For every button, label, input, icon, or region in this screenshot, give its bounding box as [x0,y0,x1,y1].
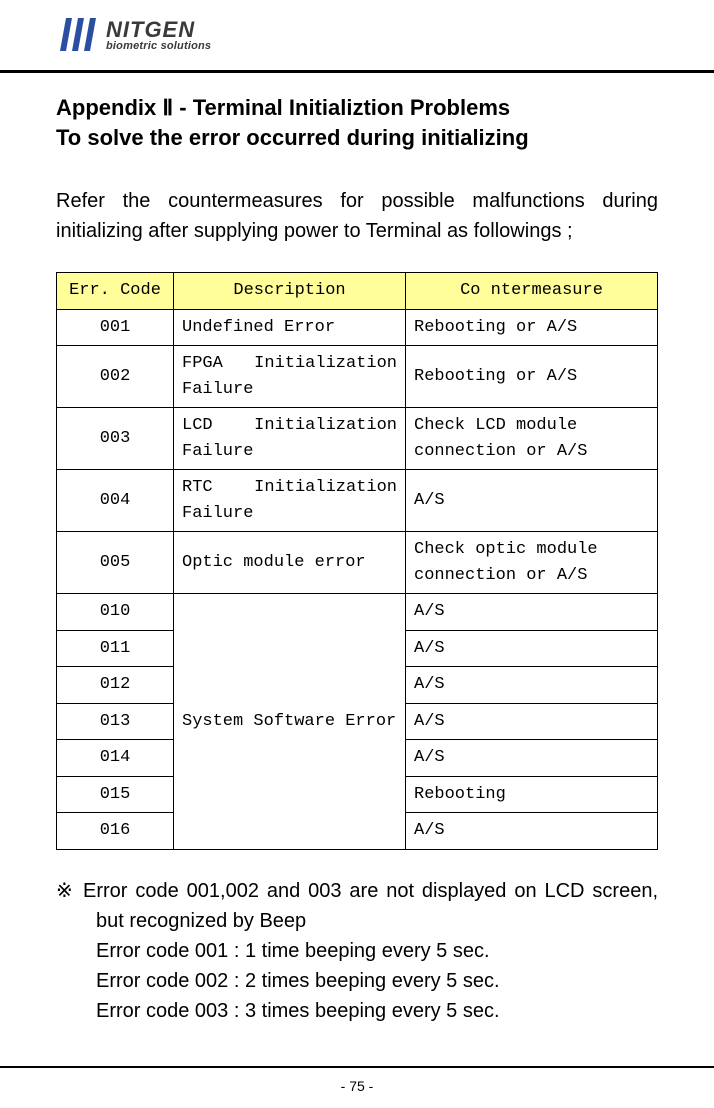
cell-code: 015 [57,776,174,813]
cell-code: 014 [57,740,174,777]
table-row: 001Undefined ErrorRebooting or A/S [57,309,658,346]
title-line-2: To solve the error occurred during initi… [56,125,529,150]
intro-text: Refer the countermeasures for possible m… [56,186,658,246]
note-first: ※ Error code 001,002 and 003 are not dis… [56,876,658,936]
table-row: 002FPGA Initialization FailureRebooting … [57,346,658,408]
cell-countermeasure: A/S [406,703,658,740]
cell-description: RTC Initialization Failure [174,470,406,532]
title-line-1: Appendix Ⅱ - Terminal Initializtion Prob… [56,95,510,120]
page: NITGEN biometric solutions Appendix Ⅱ - … [0,0,714,1108]
cell-description: Optic module error [174,532,406,594]
header: NITGEN biometric solutions [56,0,658,70]
logo-icon [58,16,98,54]
note-line: Error code 001 : 1 time beeping every 5 … [56,936,658,966]
cell-description: LCD Initialization Failure [174,408,406,470]
table-row: 003LCD Initialization FailureCheck LCD m… [57,408,658,470]
table-row: 005Optic module errorCheck optic module … [57,532,658,594]
cell-countermeasure: A/S [406,667,658,704]
footer-divider [0,1066,714,1068]
page-number: - 75 - [0,1078,714,1094]
cell-countermeasure: Rebooting [406,776,658,813]
error-table: Err. Code Description Co ntermeasure 001… [56,272,658,850]
table-row: 010System Software ErrorA/S [57,594,658,631]
content: Appendix Ⅱ - Terminal Initializtion Prob… [56,73,658,1026]
cell-countermeasure: A/S [406,470,658,532]
cell-code: 012 [57,667,174,704]
cell-code: 001 [57,309,174,346]
cell-countermeasure: Check LCD module connection or A/S [406,408,658,470]
cell-description: System Software Error [174,594,406,850]
cell-countermeasure: Check optic module connection or A/S [406,532,658,594]
cell-countermeasure: Rebooting or A/S [406,309,658,346]
cell-countermeasure: A/S [406,813,658,850]
footer-divider-wrap [0,1066,714,1068]
col-description: Description [174,273,406,310]
notes: ※ Error code 001,002 and 003 are not dis… [56,876,658,1026]
col-err-code: Err. Code [57,273,174,310]
cell-code: 013 [57,703,174,740]
cell-code: 005 [57,532,174,594]
cell-countermeasure: Rebooting or A/S [406,346,658,408]
cell-code: 002 [57,346,174,408]
col-countermeasure: Co ntermeasure [406,273,658,310]
page-title: Appendix Ⅱ - Terminal Initializtion Prob… [56,93,658,152]
table-header-row: Err. Code Description Co ntermeasure [57,273,658,310]
logo-main: NITGEN [106,19,211,41]
cell-code: 011 [57,630,174,667]
note-line: Error code 002 : 2 times beeping every 5… [56,966,658,996]
cell-countermeasure: A/S [406,740,658,777]
cell-countermeasure: A/S [406,630,658,667]
cell-code: 016 [57,813,174,850]
cell-description: Undefined Error [174,309,406,346]
table-row: 004RTC Initialization FailureA/S [57,470,658,532]
cell-code: 004 [57,470,174,532]
cell-description: FPGA Initialization Failure [174,346,406,408]
note-line: Error code 003 : 3 times beeping every 5… [56,996,658,1026]
cell-code: 003 [57,408,174,470]
cell-code: 010 [57,594,174,631]
cell-countermeasure: A/S [406,594,658,631]
logo-text: NITGEN biometric solutions [106,19,211,52]
logo-sub: biometric solutions [106,41,211,52]
